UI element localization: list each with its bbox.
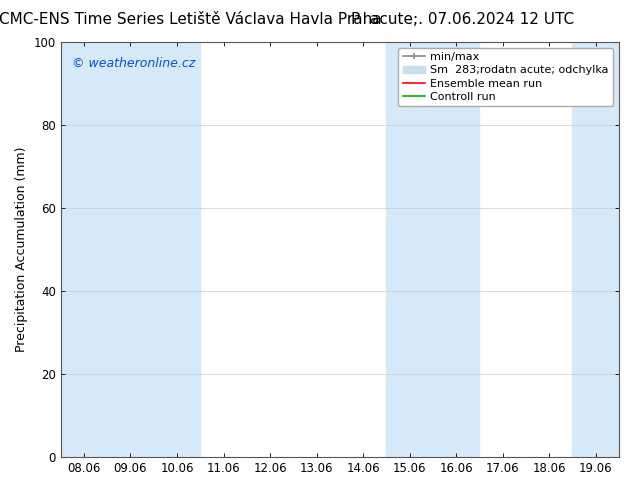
Bar	[107, 42, 153, 457]
Text: © weatheronline.cz: © weatheronline.cz	[72, 56, 195, 70]
Bar	[573, 42, 619, 457]
Text: CMC-ENS Time Series Letiště Václava Havla Praha: CMC-ENS Time Series Letiště Václava Havl…	[0, 12, 382, 27]
Legend: min/max, Sm  283;rodatn acute; odchylka, Ensemble mean run, Controll run: min/max, Sm 283;rodatn acute; odchylka, …	[398, 48, 614, 106]
Bar	[61, 42, 107, 457]
Text: P  acute;. 07.06.2024 12 UTC: P acute;. 07.06.2024 12 UTC	[351, 12, 574, 27]
Bar	[386, 42, 433, 457]
Y-axis label: Precipitation Accumulation (mm): Precipitation Accumulation (mm)	[15, 147, 28, 352]
Bar	[153, 42, 200, 457]
Bar	[433, 42, 479, 457]
